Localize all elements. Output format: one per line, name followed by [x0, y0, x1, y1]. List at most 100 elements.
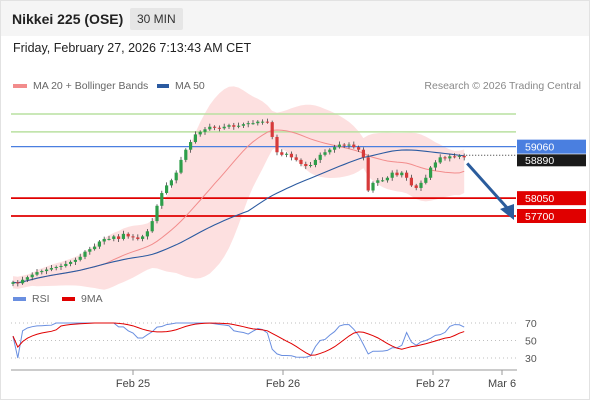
rsi-ma-legend-label: 9MA	[81, 293, 103, 305]
support-label-2: 57700	[525, 211, 554, 223]
candle	[117, 236, 121, 239]
candle	[184, 149, 188, 160]
candle	[189, 142, 193, 150]
candle	[328, 149, 332, 153]
candle	[270, 122, 274, 137]
rsi-tick-label-3: 30	[525, 353, 537, 365]
candle	[309, 165, 313, 167]
candle	[275, 136, 279, 153]
legend-rsi: RSI	[13, 293, 50, 305]
candle	[333, 147, 337, 150]
candle	[237, 125, 241, 127]
candle	[438, 157, 442, 163]
candle	[102, 238, 106, 242]
candle	[304, 163, 308, 167]
candle	[160, 193, 164, 206]
candles	[11, 118, 466, 287]
candle	[376, 180, 380, 183]
x-tick-label-2: Feb 26	[266, 378, 300, 390]
candle	[16, 282, 20, 284]
candle	[246, 123, 250, 125]
candle	[150, 221, 154, 232]
rsi-tick-label-2: 50	[525, 336, 537, 348]
candle	[261, 121, 265, 123]
candle	[88, 249, 92, 252]
candle	[169, 180, 173, 186]
ma20-label: MA 20 + Bollinger Bands	[33, 80, 149, 92]
candle	[424, 177, 428, 183]
support-label-2-box	[517, 209, 586, 223]
candle	[198, 131, 202, 135]
instrument-title: Nikkei 225 (OSE)	[12, 11, 124, 27]
candle	[69, 261, 73, 264]
candle	[409, 177, 413, 186]
legend-rsi-ma: 9MA	[62, 293, 103, 305]
candle	[361, 149, 365, 158]
candle	[222, 126, 226, 129]
candle	[457, 155, 461, 157]
candle	[54, 267, 58, 269]
candle	[256, 121, 260, 124]
candle	[294, 157, 298, 160]
legend-ma50: MA 50	[157, 80, 205, 92]
candle	[126, 233, 130, 237]
candle	[241, 124, 245, 126]
candle	[390, 172, 394, 178]
ma20-swatch	[13, 84, 27, 88]
candle	[280, 152, 284, 155]
rsi-swatch	[13, 297, 26, 301]
candle	[299, 159, 303, 164]
x-tick-label-4: Mar 6	[488, 378, 516, 390]
support-label-1-box	[517, 191, 586, 206]
ma50-label: MA 50	[175, 80, 205, 92]
candle	[155, 205, 159, 222]
candle	[318, 154, 322, 160]
candle	[414, 185, 418, 188]
candle	[45, 269, 49, 272]
pivot-label-box	[517, 139, 586, 154]
candle	[232, 125, 236, 127]
support-label-1: 58050	[525, 193, 554, 205]
candle	[285, 153, 289, 155]
candle	[78, 256, 82, 260]
current-price-box	[517, 154, 586, 167]
candle	[217, 127, 221, 129]
chart-header: Nikkei 225 (OSE) 30 MIN	[1, 1, 589, 36]
candle	[203, 129, 207, 132]
research-credit: Research © 2026 Trading Central	[424, 80, 581, 92]
rsi-line	[12, 322, 465, 359]
candle	[381, 180, 385, 182]
candle	[165, 185, 169, 194]
candle	[265, 121, 269, 123]
candle	[357, 147, 361, 150]
candle	[366, 157, 370, 191]
candle	[174, 172, 178, 181]
candle	[453, 156, 457, 158]
ma50-swatch	[157, 84, 169, 88]
timeframe-badge[interactable]: 30 MIN	[130, 8, 183, 30]
candle	[251, 123, 255, 125]
candle	[21, 279, 25, 284]
bollinger-band	[13, 86, 465, 290]
candle	[443, 157, 447, 159]
candle	[405, 172, 409, 178]
x-tick-label-3: Feb 27	[416, 378, 450, 390]
candle	[193, 134, 197, 143]
resistance-label-2: 59350	[525, 127, 554, 139]
candle	[136, 237, 140, 239]
candle	[40, 271, 44, 273]
candle	[208, 126, 212, 130]
rsi-ma-line	[12, 322, 465, 356]
current-price-label: 58890	[525, 155, 554, 167]
rsi-tick-label-1: 70	[525, 318, 537, 330]
candle	[395, 172, 399, 176]
forecast-arrow-head	[500, 204, 514, 220]
candle	[30, 274, 34, 278]
candle	[112, 236, 116, 239]
candle	[59, 265, 63, 267]
pivot-label: 59060	[525, 142, 554, 154]
rsi-legend-label: RSI	[32, 293, 50, 305]
candle	[371, 182, 375, 191]
candle	[141, 236, 145, 239]
